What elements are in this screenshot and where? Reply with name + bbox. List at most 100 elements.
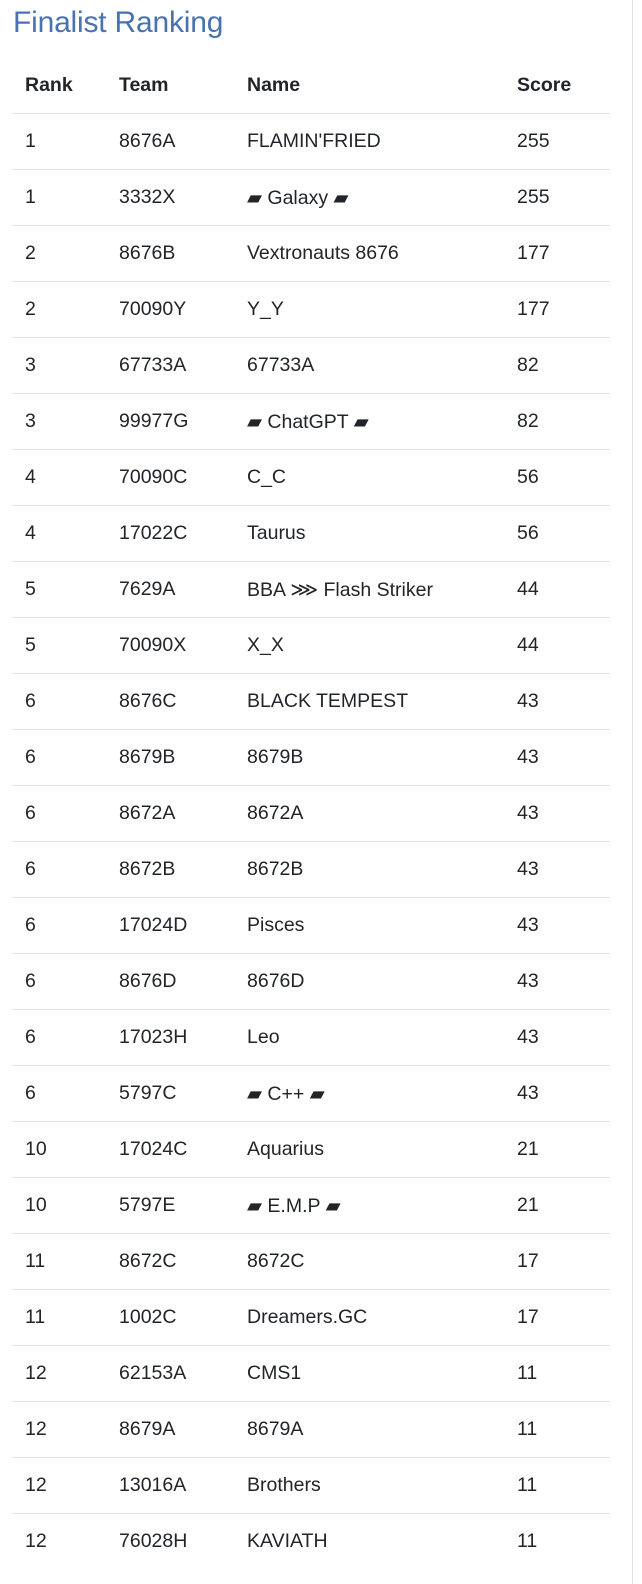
name-cell: Pisces [235,897,505,954]
rank-cell: 1 [13,113,107,170]
name-cell: Aquarius [235,1121,505,1178]
table-row: 6 5797C ▰ C++ ▰ 43 [13,1065,610,1122]
name-cell: Leo [235,1009,505,1066]
table-row: 5 7629A BBA ⋙ Flash Striker 44 [13,561,610,618]
team-cell: 70090C [107,449,235,506]
rank-cell: 6 [13,729,107,786]
score-cell: 255 [505,169,610,226]
score-cell: 44 [505,617,610,674]
team-cell: 17024C [107,1121,235,1178]
name-cell: KAVIATH [247,1530,328,1552]
table-row: 3 67733A 67733A 82 [13,337,610,394]
rank-cell: 2 [13,225,107,282]
team-cell: 8672C [107,1233,235,1290]
score-cell: 43 [505,953,610,1010]
table-row: 2 70090Y Y_Y 177 [13,281,610,338]
table-row: 12 8679A 8679A 11 [13,1401,610,1458]
table-header: Rank Team Name Score [13,58,610,114]
name-cell: 67733A [235,337,505,394]
team-cell: 8676A [107,113,235,170]
score-cell: 177 [505,225,610,282]
rank-cell: 11 [13,1233,107,1290]
name-cell: ▰ ChatGPT ▰ [235,393,505,450]
table-row: 6 8679B 8679B 43 [13,729,610,786]
name-cell: Y_Y [235,281,505,338]
name-cell: 8679B [235,729,505,786]
team-cell: 3332X [107,169,235,226]
team-cell: 8679B [107,729,235,786]
rank-cell: 1 [13,169,107,226]
name-cell: C_C [235,449,505,506]
column-header-rank: Rank [13,58,107,114]
score-cell: 44 [505,561,610,618]
table-row: 12 76028H KAVIATH 11 [13,1514,610,1570]
table-row: 6 17023H Leo 43 [13,1009,610,1066]
name-cell: CMS1 [235,1345,505,1402]
table-row: 6 17024D Pisces 43 [13,897,610,954]
page-title: Finalist Ranking [13,6,224,39]
rank-cell: 5 [13,561,107,618]
table-row: 10 17024C Aquarius 21 [13,1121,610,1178]
score-cell: 177 [505,281,610,338]
score-cell: 43 [505,1065,610,1122]
name-cell: 8672C [235,1233,505,1290]
rank-cell: 4 [13,449,107,506]
name-cell: ▰ Galaxy ▰ [235,169,505,226]
score-cell: 56 [505,449,610,506]
rank-cell: 6 [13,1065,107,1122]
rank-cell: 6 [13,673,107,730]
rank-cell: 12 [13,1345,107,1402]
team-cell: 17024D [107,897,235,954]
score-cell: 43 [505,1009,610,1066]
score-cell: 82 [505,337,610,394]
rank-cell: 6 [13,897,107,954]
table-row: 5 70090X X_X 44 [13,617,610,674]
rank-cell: 6 [13,1009,107,1066]
rank-cell: 12 [25,1530,47,1552]
team-cell: 8676B [107,225,235,282]
team-cell: 8676D [107,953,235,1010]
table-body: 1 8676A FLAMIN'FRIED 255 1 3332X ▰ Galaxy ▰ 255… [13,113,610,1570]
rank-cell: 12 [13,1401,107,1458]
team-cell: 17023H [107,1009,235,1066]
name-cell: ▰ E.M.P ▰ [235,1177,505,1234]
name-cell: Vextronauts 8676 [235,225,505,282]
table-row: 2 8676B Vextronauts 8676 177 [13,225,610,282]
page-right-border [632,0,633,1584]
score-cell: 17 [505,1289,610,1346]
team-cell: 8679A [107,1401,235,1458]
table-row: 10 5797E ▰ E.M.P ▰ 21 [13,1177,610,1234]
table-row: 11 1002C Dreamers.GC 17 [13,1289,610,1346]
score-cell: 11 [505,1401,610,1458]
table-row: 3 99977G ▰ ChatGPT ▰ 82 [13,393,610,450]
table-row: 12 62153A CMS1 11 [13,1345,610,1402]
name-cell: 8676D [235,953,505,1010]
team-cell: 99977G [107,393,235,450]
rank-cell: 3 [13,337,107,394]
team-cell: 1002C [107,1289,235,1346]
name-cell: Dreamers.GC [235,1289,505,1346]
score-cell: 11 [505,1345,610,1402]
ranking-table: Rank Team Name Score 1 8676A FLAMIN'FRIED 2… [13,58,610,1569]
table-row: 12 13016A Brothers 11 [13,1457,610,1514]
rank-cell: 6 [13,841,107,898]
name-cell: BBA ⋙ Flash Striker [235,561,505,618]
score-cell: 255 [505,113,610,170]
team-cell: 17022C [107,505,235,562]
column-header-name: Name [235,58,505,114]
team-cell: 13016A [107,1457,235,1514]
table-row: 4 17022C Taurus 56 [13,505,610,562]
score-cell: 43 [505,841,610,898]
rank-cell: 11 [13,1289,107,1346]
rank-cell: 6 [13,785,107,842]
team-cell: 70090Y [107,281,235,338]
team-cell: 62153A [107,1345,235,1402]
table-row: 4 70090C C_C 56 [13,449,610,506]
team-cell: 5797E [107,1177,235,1234]
rank-cell: 3 [13,393,107,450]
rank-cell: 12 [13,1457,107,1514]
table-row: 6 8676C BLACK TEMPEST 43 [13,673,610,730]
name-cell: 8672A [235,785,505,842]
name-cell: Brothers [235,1457,505,1514]
team-cell: 8672A [107,785,235,842]
